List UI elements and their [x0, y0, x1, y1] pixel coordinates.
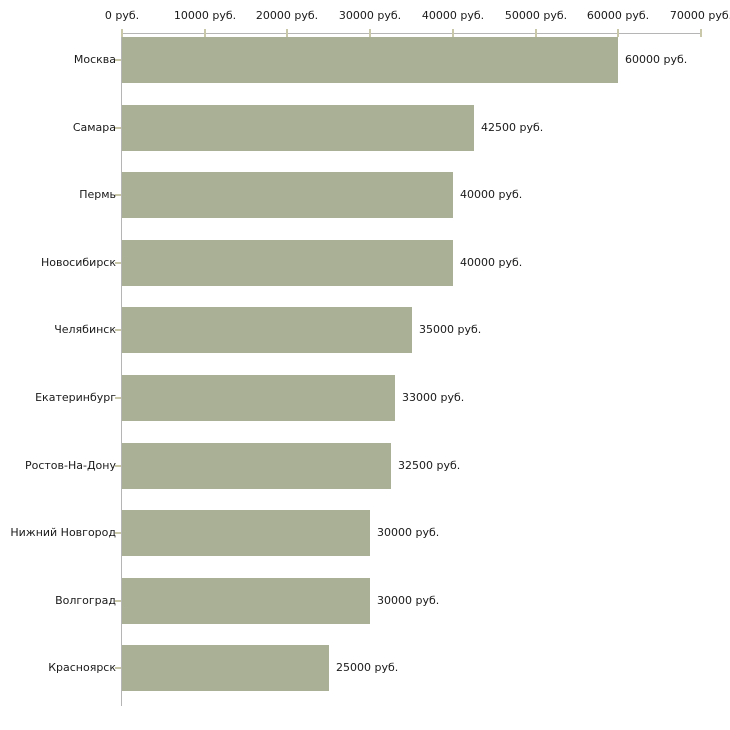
bar [122, 443, 391, 489]
bar [122, 645, 329, 691]
category-label: Волгоград [55, 594, 116, 607]
bar [122, 307, 412, 353]
x-tick-mark [535, 29, 537, 37]
y-tick-mark [115, 329, 121, 331]
bar [122, 510, 370, 556]
x-tick-mark [286, 29, 288, 37]
category-label: Ростов-На-Дону [24, 459, 116, 472]
value-label: 60000 руб. [625, 53, 688, 66]
x-tick-mark [700, 29, 702, 37]
x-tick-mark [452, 29, 454, 37]
y-tick-mark [115, 262, 121, 264]
x-tick-label: 0 руб. [104, 9, 140, 22]
category-label: Нижний Новгород [10, 526, 116, 539]
x-tick-label: 40000 руб. [421, 9, 485, 22]
value-label: 40000 руб. [460, 256, 523, 269]
x-tick-label: 10000 руб. [173, 9, 237, 22]
bar [122, 105, 474, 151]
bar [122, 578, 370, 624]
x-tick-mark [369, 29, 371, 37]
value-label: 32500 руб. [398, 459, 461, 472]
category-label: Пермь [79, 188, 116, 201]
y-tick-mark [115, 532, 121, 534]
value-label: 42500 руб. [481, 121, 544, 134]
value-label: 33000 руб. [402, 391, 465, 404]
category-label: Екатеринбург [35, 391, 116, 404]
x-tick-label: 20000 руб. [255, 9, 319, 22]
x-tick-label: 30000 руб. [338, 9, 402, 22]
y-tick-mark [115, 127, 121, 129]
value-label: 25000 руб. [336, 661, 399, 674]
value-label: 30000 руб. [377, 594, 440, 607]
category-label: Москва [73, 53, 116, 66]
category-label: Новосибирск [40, 256, 116, 269]
bar [122, 240, 453, 286]
value-label: 30000 руб. [377, 526, 440, 539]
x-tick-label: 50000 руб. [504, 9, 568, 22]
category-label: Красноярск [48, 661, 116, 674]
bar [122, 37, 618, 83]
category-label: Челябинск [54, 323, 116, 336]
y-tick-mark [115, 194, 121, 196]
x-tick-mark [204, 29, 206, 37]
bar [122, 172, 453, 218]
y-tick-mark [115, 59, 121, 61]
x-tick-label: 60000 руб. [586, 9, 650, 22]
value-label: 35000 руб. [419, 323, 482, 336]
y-tick-mark [115, 600, 121, 602]
y-tick-mark [115, 667, 121, 669]
y-tick-mark [115, 397, 121, 399]
plot-area: 0 руб. 10000 руб. 20000 руб. 30000 руб. 4000… [105, 9, 730, 706]
value-label: 40000 руб. [460, 188, 523, 201]
x-tick-mark [121, 29, 123, 37]
x-tick-label: 70000 руб. [669, 9, 730, 22]
category-label: Самара [72, 121, 116, 134]
x-tick-mark [617, 29, 619, 37]
bar [122, 375, 395, 421]
y-tick-mark [115, 465, 121, 467]
